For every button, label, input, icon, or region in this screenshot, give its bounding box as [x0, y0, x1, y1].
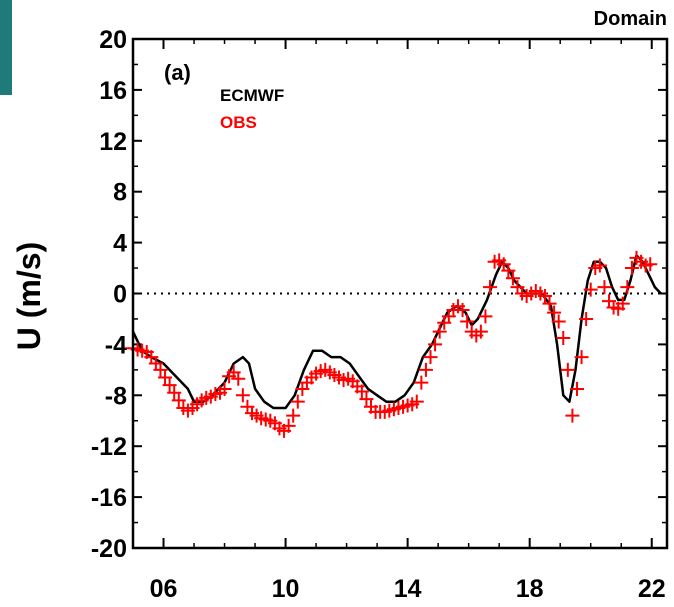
obs-point	[167, 385, 182, 400]
obs-point	[354, 384, 369, 399]
y-tick-label: 8	[113, 179, 127, 207]
obs-point	[574, 350, 589, 365]
obs-point	[281, 418, 296, 433]
legend-label-ecmwf: ECMWF	[220, 86, 284, 105]
obs-point	[505, 271, 520, 286]
obs-point	[162, 378, 177, 393]
obs-point	[473, 324, 488, 339]
obs-point	[643, 257, 658, 272]
obs-point	[423, 350, 438, 365]
obs-point	[478, 309, 493, 324]
obs-point	[537, 289, 552, 304]
x-tick-label: 10	[272, 575, 300, 603]
y-tick-label: 0	[113, 281, 127, 309]
obs-point	[565, 408, 580, 423]
y-tick-label: -12	[91, 433, 127, 461]
obs-point	[158, 370, 173, 385]
obs-point	[171, 393, 186, 408]
obs-point	[432, 324, 447, 339]
obs-point	[231, 371, 246, 386]
obs-point	[409, 394, 424, 409]
obs-point	[592, 258, 607, 273]
y-tick-label: 4	[113, 230, 127, 258]
obs-point	[620, 280, 635, 295]
obs-point	[460, 314, 475, 329]
obs-point	[542, 296, 557, 311]
y-tick-label: -4	[105, 331, 127, 359]
legend-label-obs: OBS	[220, 113, 257, 132]
obs-point	[547, 305, 562, 320]
obs-point	[583, 282, 598, 297]
y-tick-label: 20	[99, 26, 127, 54]
obs-point	[597, 280, 612, 295]
obs-point	[418, 362, 433, 377]
x-tick-label: 06	[150, 575, 178, 603]
obs-point	[624, 261, 639, 276]
header-title: Domain	[594, 8, 667, 30]
obs-point	[217, 381, 232, 396]
y-tick-label: -8	[105, 382, 127, 410]
obs-point	[569, 381, 584, 396]
obs-point	[359, 392, 374, 407]
obs-point	[428, 337, 443, 352]
obs-point	[556, 331, 571, 346]
obs-point	[560, 362, 575, 377]
obs-point	[153, 362, 168, 377]
x-tick-label: 18	[516, 575, 544, 603]
obs-point	[235, 388, 250, 403]
obs-point	[290, 394, 305, 409]
obs-point	[551, 314, 566, 329]
obs-point	[414, 375, 429, 390]
y-tick-label: 12	[99, 128, 127, 156]
series-markers-obs	[126, 250, 658, 438]
obs-point	[501, 263, 516, 278]
x-tick-label: 14	[394, 575, 422, 603]
y-axis-label: U (m/s)	[11, 242, 47, 350]
y-tick-label: -16	[91, 484, 127, 512]
legend: ECMWF OBS	[220, 86, 284, 132]
y-tick-label: 16	[99, 77, 127, 105]
obs-point	[286, 408, 301, 423]
obs-point	[455, 303, 470, 318]
x-tick-label: 22	[638, 575, 666, 603]
plot-area: 20 16 12 8 4 0 -4 -8 -12 -16 -20 06 10 14 18 22	[91, 26, 669, 603]
obs-point	[615, 296, 630, 311]
edge-strip	[0, 0, 12, 95]
y-tick-label: -20	[91, 535, 127, 563]
series-line-ecmwf	[131, 254, 662, 410]
plot-frame	[131, 37, 669, 550]
obs-point	[483, 280, 498, 295]
obs-point	[579, 311, 594, 326]
panel-label: (a)	[164, 60, 191, 85]
